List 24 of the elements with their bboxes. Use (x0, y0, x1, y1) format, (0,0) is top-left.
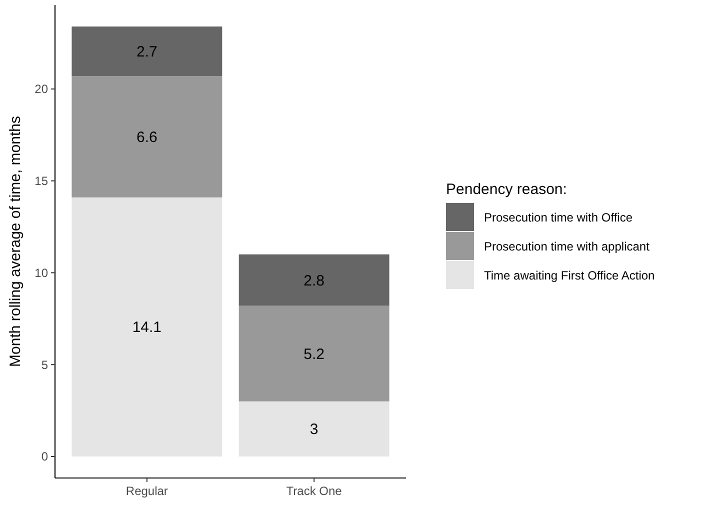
y-axis-title: Month rolling average of time, months (7, 116, 24, 367)
bar (72, 76, 222, 198)
bar (72, 26, 222, 76)
data-label: 6.6 (136, 129, 158, 146)
y-tick-label: 5 (41, 358, 48, 372)
y-tick-label: 15 (34, 174, 48, 188)
data-label: 3 (310, 421, 318, 438)
bar (238, 401, 390, 456)
legend-label: Prosecution time with Office (484, 210, 633, 225)
x-tick-label: Regular (126, 484, 168, 498)
data-label: 14.1 (132, 319, 162, 336)
y-tick-label: 0 (41, 450, 48, 464)
y-tick-label: 10 (34, 266, 48, 280)
bar (238, 306, 390, 402)
legend-title: Pendency reason: (446, 181, 567, 198)
x-tick-label: Track One (286, 484, 342, 498)
legend-label: Time awaiting First Office Action (484, 268, 655, 283)
data-label: 5.2 (304, 346, 324, 363)
data-label: 2.8 (304, 272, 324, 290)
y-tick-label: 20 (34, 82, 48, 96)
bar (72, 197, 222, 456)
bar (238, 254, 390, 306)
legend-label: Prosecution time with applicant (484, 240, 650, 254)
data-label: 2.7 (136, 44, 158, 61)
